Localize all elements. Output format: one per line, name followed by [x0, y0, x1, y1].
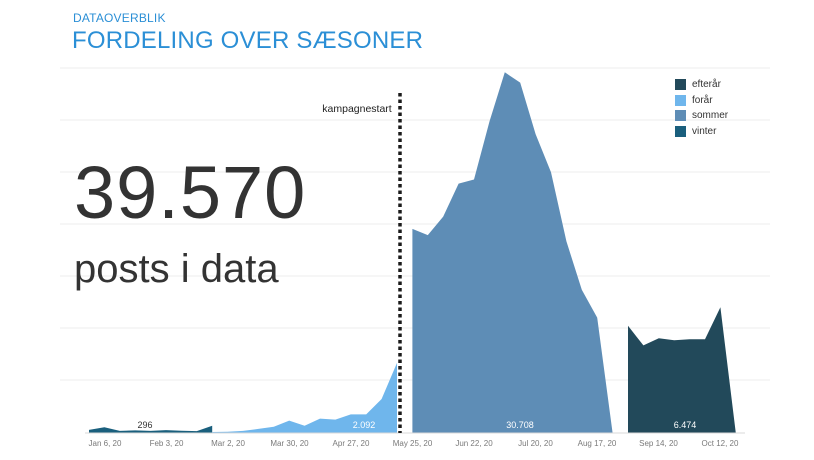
x-tick-label: Oct 12, 20: [702, 439, 739, 448]
legend-swatch: [675, 125, 686, 137]
series-total-label-forår: 2.092: [353, 420, 376, 430]
legend-item-forår: forår: [675, 93, 728, 109]
legend-label: sommer: [692, 110, 729, 122]
x-tick-label: Jul 20, 20: [518, 439, 553, 448]
series-area-sommer: [412, 72, 613, 434]
kpi-caption: posts i data: [74, 247, 279, 291]
legend-item-vinter: vinter: [675, 124, 728, 140]
x-tick-label: Jun 22, 20: [455, 439, 493, 448]
campaign-start-label: kampagnestart: [322, 103, 392, 115]
chart-legend: efterår forår sommer vinter: [675, 77, 728, 139]
legend-label: efterår: [692, 79, 721, 91]
kpi-value: 39.570: [74, 151, 307, 234]
series-area-efterår: [628, 307, 736, 433]
legend-label: forår: [692, 94, 713, 106]
legend-item-efterår: efterår: [675, 77, 728, 93]
x-tick-label: Apr 27, 20: [333, 439, 370, 448]
series-total-label-vinter: 296: [137, 420, 152, 430]
legend-swatch: [675, 110, 686, 122]
series-total-label-efterår: 6.474: [674, 420, 697, 430]
series-total-label-sommer: 30.708: [506, 420, 534, 430]
x-tick-label: Mar 2, 20: [211, 439, 245, 448]
series-area-forår: [212, 362, 397, 433]
legend-swatch: [675, 94, 686, 106]
x-tick-label: Sep 14, 20: [639, 439, 678, 448]
x-tick-label: Jan 6, 20: [89, 439, 122, 448]
x-tick-label: May 25, 20: [393, 439, 433, 448]
x-tick-label: Mar 30, 20: [270, 439, 309, 448]
series-area-vinter: [89, 425, 213, 433]
legend-swatch: [675, 79, 686, 91]
legend-item-sommer: sommer: [675, 108, 728, 124]
report-kicker: DATAOVERBLIK: [73, 11, 166, 25]
legend-label: vinter: [692, 125, 717, 137]
x-tick-label: Feb 3, 20: [150, 439, 184, 448]
x-tick-label: Aug 17, 20: [578, 439, 617, 448]
page-title: FORDELING OVER SÆSONER: [72, 27, 424, 54]
